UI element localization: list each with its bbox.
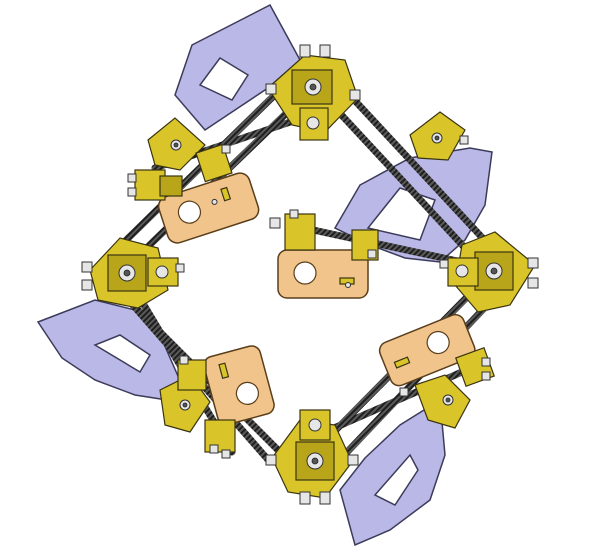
corner-bracket-bottom [265,409,359,505]
corner-brackets [81,44,539,505]
clamp-upper-right [409,111,469,161]
slider-plates [157,172,476,426]
clamp-top-left-plate [195,143,233,183]
sector-plate-top [174,3,301,131]
sector-plate-left [36,299,186,403]
corner-bracket-right [439,231,539,313]
rod-clamps [127,111,495,459]
corner-bracket-top [265,44,361,141]
slider-plate-lower-left [203,345,275,426]
slider-plate-top-left [157,172,260,244]
clamp-top-left-lower [127,169,183,201]
clamp-center-left [269,209,316,251]
rod-top-to-right-a [341,86,494,250]
clamp-center-right [351,229,379,261]
slider-plate-center [277,249,369,299]
slider-plate-right [378,313,476,387]
clamp-left-upper [177,355,207,391]
clamp-lower-left-b [204,419,236,459]
rod-top-to-right-b [331,104,482,266]
sector-plate-bottom [339,398,446,547]
clamp-bottom-right [399,374,471,429]
clamp-right-lower [455,347,495,387]
corner-bracket-left [81,237,185,309]
clamp-top-left-upper [147,117,206,171]
